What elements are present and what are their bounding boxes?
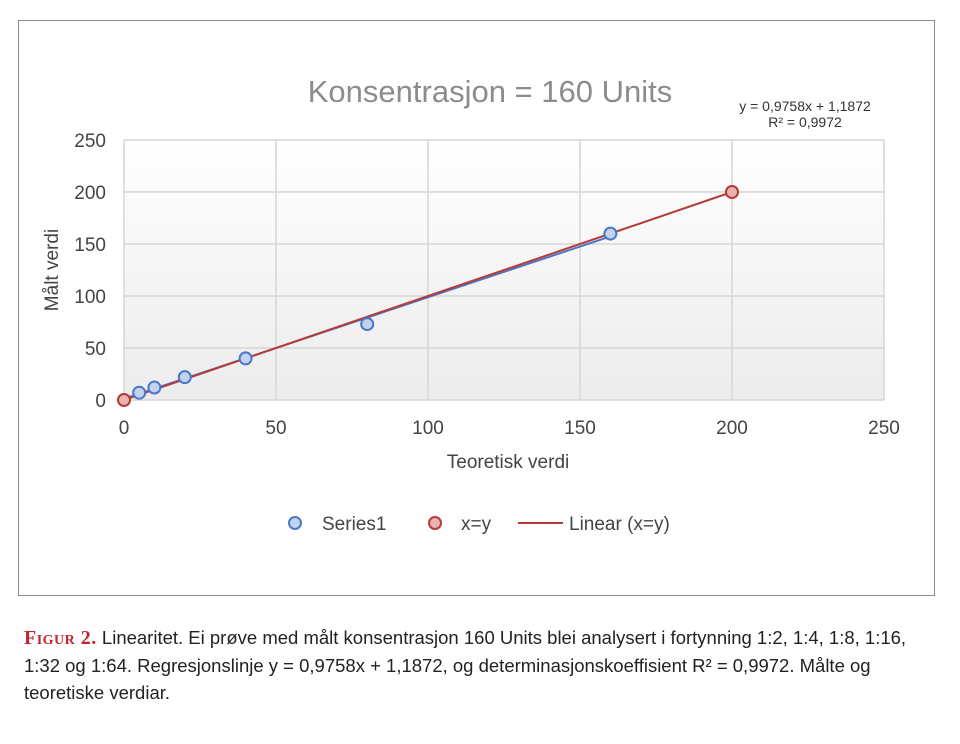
- series1-point: [238, 351, 253, 366]
- y-tick-label: 100: [74, 287, 106, 308]
- legend-series1-marker: [288, 516, 302, 530]
- x-tick-label: 250: [868, 418, 900, 439]
- legend-x-equals-y-marker: [428, 516, 442, 530]
- x-tick-label: 0: [119, 418, 130, 439]
- x-tick-label: 50: [265, 418, 286, 439]
- caption-text: Linearitet. Ei prøve med målt konsentras…: [24, 627, 907, 703]
- linear-x-equals-y-line: [123, 191, 733, 401]
- y-tick-label: 150: [74, 235, 106, 256]
- x-tick-label: 150: [564, 418, 596, 439]
- legend-x-equals-y-label: x=y: [461, 514, 492, 535]
- caption-label: Figur 2.: [24, 627, 97, 649]
- trendline-r-squared: R² = 0,9972: [768, 114, 842, 130]
- y-tick-label: 250: [74, 131, 106, 152]
- series1-point: [177, 370, 192, 385]
- chart-frame: [18, 20, 935, 596]
- x-equals-y-point: [117, 393, 131, 407]
- legend-linear-label: Linear (x=y): [569, 514, 670, 535]
- trendline-equation: y = 0,9758x + 1,1872: [739, 98, 871, 114]
- y-tick-label: 200: [74, 183, 106, 204]
- y-tick-label: 0: [95, 391, 106, 412]
- chart: 0 50 100 150 200 250 0 50 100 150 200 250 Konsentras…: [42, 74, 900, 535]
- x-tick-label: 100: [412, 418, 444, 439]
- series1-point: [132, 385, 147, 400]
- x-tick-label: 200: [716, 418, 748, 439]
- series1-point: [603, 226, 618, 241]
- x-equals-y-point: [725, 185, 739, 199]
- chart-title: Konsentrasjon = 160 Units: [308, 74, 672, 109]
- y-tick-label: 50: [85, 339, 106, 360]
- legend-series1-label: Series1: [322, 514, 386, 535]
- series1-point: [360, 317, 375, 332]
- y-axis-label: Målt verdi: [42, 229, 63, 311]
- figure-caption: Figur 2. Linearitet. Ei prøve med målt k…: [24, 624, 944, 706]
- x-axis-label: Teoretisk verdi: [447, 452, 570, 473]
- series1-point: [147, 380, 162, 395]
